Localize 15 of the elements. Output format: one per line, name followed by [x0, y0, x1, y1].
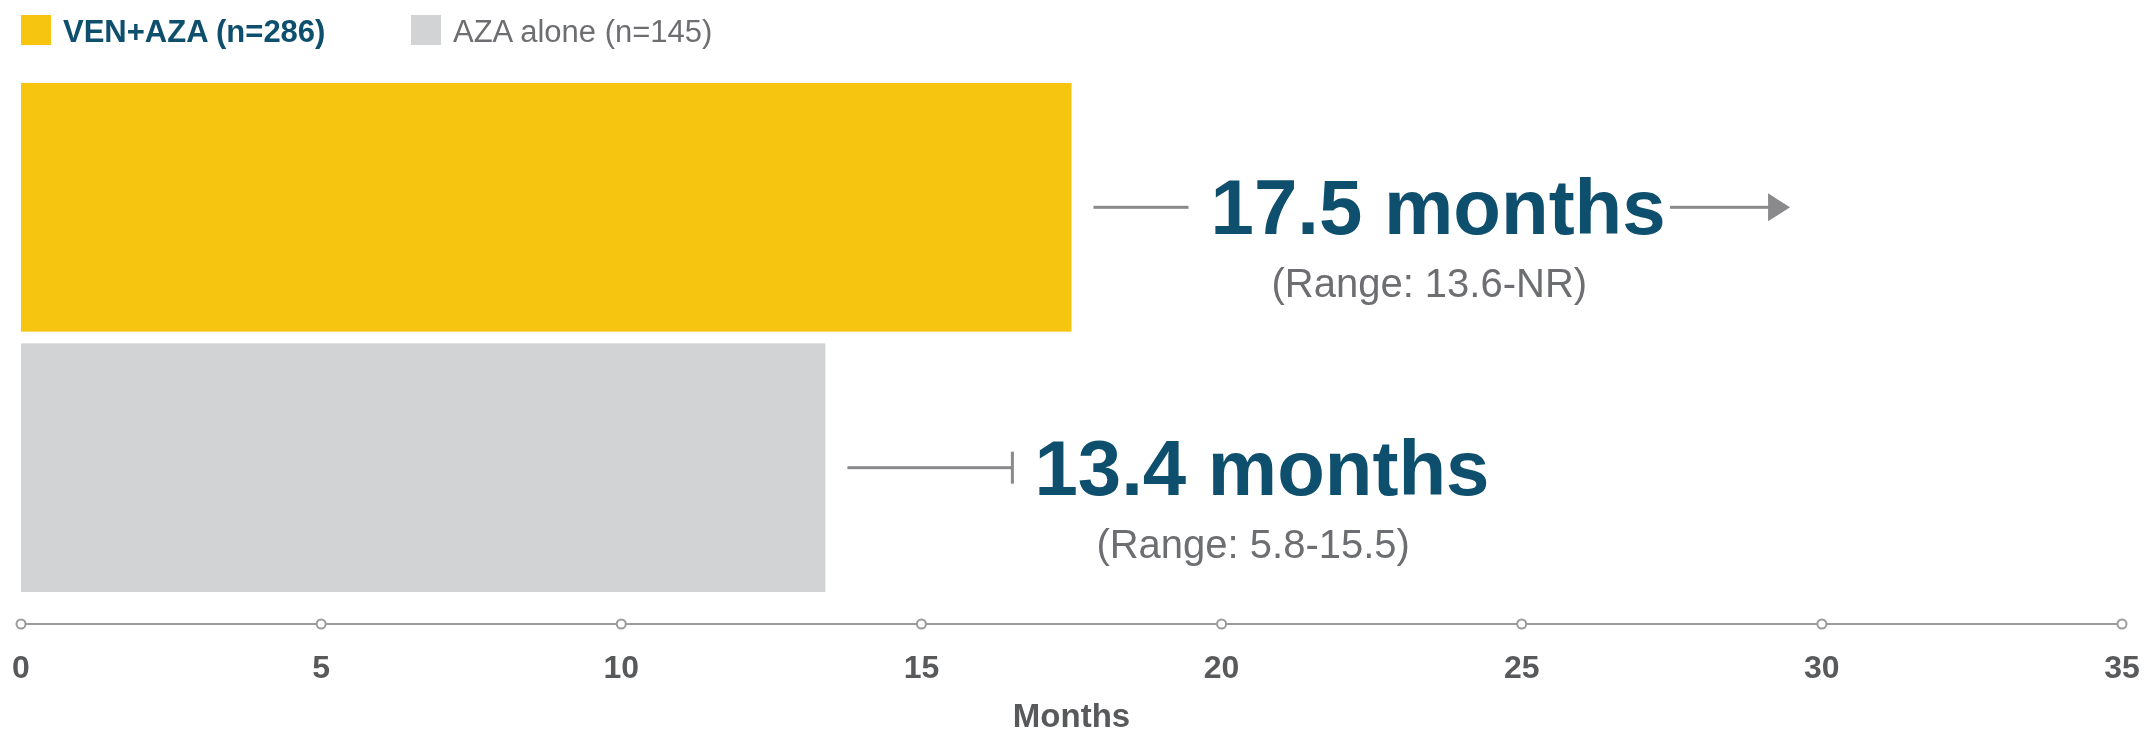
x-axis-title: Months [1012, 697, 1131, 734]
annotation: (Range: 5.8-15.5) [1096, 521, 1410, 566]
x-tick-label: 0 [12, 649, 30, 685]
annotation: (Range: 13.6-NR) [1271, 261, 1588, 306]
x-tick-label: 25 [1503, 649, 1540, 685]
data-label: 17.5 months [1210, 163, 1666, 252]
legend-label: VEN+AZA (n=286) [63, 14, 326, 49]
x-tick-label: 15 [903, 649, 940, 685]
x-tick-label: 5 [312, 649, 331, 685]
x-tick-label: 10 [603, 649, 640, 685]
x-tick-label: 20 [1203, 649, 1240, 685]
legend-label: AZA alone (n=145) [453, 14, 713, 49]
data-label: 13.4 months [1034, 423, 1490, 512]
x-tick-label: 30 [1804, 649, 1840, 685]
x-tick-label: 35 [2104, 649, 2140, 685]
